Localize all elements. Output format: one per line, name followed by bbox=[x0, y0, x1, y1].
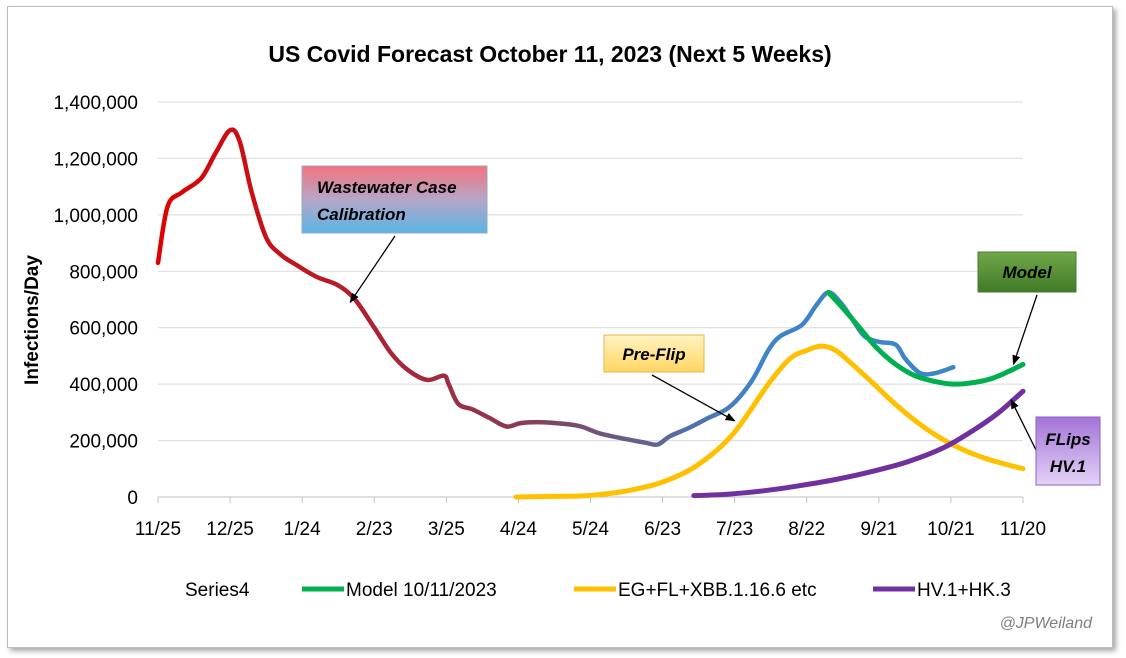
x-tick-label: 11/20 bbox=[1000, 519, 1046, 540]
x-tick-label: 12/25 bbox=[206, 519, 254, 540]
y-tick-label: 0 bbox=[127, 488, 138, 509]
chart-title: US Covid Forecast October 11, 2023 (Next… bbox=[268, 41, 831, 67]
annotation-box-wastewater bbox=[301, 165, 488, 234]
legend-label-series4: Series4 bbox=[185, 580, 250, 601]
annotation-preflip: Pre-Flip bbox=[603, 334, 705, 373]
legend-item-eg: EG+FL+XBB.1.16.6 etc bbox=[574, 580, 817, 601]
legend: Series4 Model 10/11/2023 EG+FL+XBB.1.16.… bbox=[143, 580, 1011, 601]
y-tick-label: 1,200,000 bbox=[53, 149, 138, 170]
annotation-box-model bbox=[977, 251, 1077, 293]
annotation-text-model: Model bbox=[1002, 263, 1052, 282]
y-tick-labels: 0 200,000 400,000 600,000 800,000 1,000,000 1,… bbox=[53, 93, 138, 509]
annotation-wastewater: Wastewater Case Calibration bbox=[301, 165, 488, 234]
model-line bbox=[825, 289, 1026, 387]
x-tick-label: 10/21 bbox=[927, 519, 975, 540]
x-tick-label: 11/25 bbox=[135, 519, 181, 540]
hv1-hk3-line bbox=[691, 388, 1026, 499]
annotations: Wastewater Case Calibration Pre-Flip Mod… bbox=[301, 165, 1101, 486]
chart-frame bbox=[7, 6, 1113, 648]
x-tick-label: 9/21 bbox=[860, 519, 897, 540]
legend-label-eg: EG+FL+XBB.1.16.6 etc bbox=[618, 580, 817, 601]
x-tick-label: 6/23 bbox=[644, 519, 681, 540]
x-tick-labels: 11/25 12/25 1/24 2/23 3/25 4/24 5/24 6/23 7/23 8/… bbox=[135, 497, 1046, 540]
gridlines bbox=[158, 101, 1023, 442]
annotation-text-flips-line2: HV.1 bbox=[1050, 457, 1086, 476]
annotation-arrow-flips bbox=[1010, 398, 1037, 451]
annotation-text-preflip: Pre-Flip bbox=[622, 345, 685, 364]
legend-item-model: Model 10/11/2023 bbox=[302, 580, 497, 601]
annotation-arrow-model bbox=[1012, 294, 1038, 366]
annotation-flips: FLips HV.1 bbox=[1035, 416, 1101, 486]
y-tick-label: 200,000 bbox=[69, 432, 138, 453]
credit-label: @JPWeiland bbox=[1000, 615, 1094, 632]
annotation-arrow-wastewater bbox=[349, 235, 396, 304]
annotation-box-preflip bbox=[603, 334, 705, 373]
x-tick-label: 3/25 bbox=[428, 519, 465, 540]
legend-label-hv1: HV.1+HK.3 bbox=[917, 580, 1011, 601]
annotation-box-flips bbox=[1035, 416, 1101, 486]
y-tick-label: 600,000 bbox=[69, 319, 138, 340]
annotation-model: Model bbox=[977, 251, 1077, 293]
y-tick-label: 800,000 bbox=[69, 262, 138, 283]
x-tick-label: 2/23 bbox=[356, 519, 393, 540]
eg-fl-xbb-line bbox=[513, 343, 1026, 500]
x-tick-label: 5/24 bbox=[572, 519, 609, 540]
x-tick-label: 8/22 bbox=[788, 519, 825, 540]
series4-line bbox=[155, 127, 956, 448]
y-axis-label: Infections/Day bbox=[22, 255, 43, 385]
legend-item-series4: Series4 bbox=[143, 580, 250, 601]
series-layer bbox=[155, 127, 1026, 500]
x-tick-label: 4/24 bbox=[500, 519, 537, 540]
annotation-text-wastewater-line1: Wastewater Case bbox=[317, 178, 457, 197]
annotation-text-flips-line1: FLips bbox=[1045, 430, 1090, 449]
y-tick-label: 1,000,000 bbox=[53, 206, 138, 227]
y-tick-label: 1,400,000 bbox=[53, 93, 138, 114]
legend-item-hv1: HV.1+HK.3 bbox=[873, 580, 1011, 601]
x-tick-label: 7/23 bbox=[716, 519, 753, 540]
y-tick-label: 400,000 bbox=[69, 375, 138, 396]
legend-label-model: Model 10/11/2023 bbox=[346, 580, 497, 601]
annotation-text-wastewater-line2: Calibration bbox=[317, 205, 406, 224]
x-tick-label: 1/24 bbox=[284, 519, 321, 540]
annotation-arrow-preflip bbox=[651, 374, 736, 422]
